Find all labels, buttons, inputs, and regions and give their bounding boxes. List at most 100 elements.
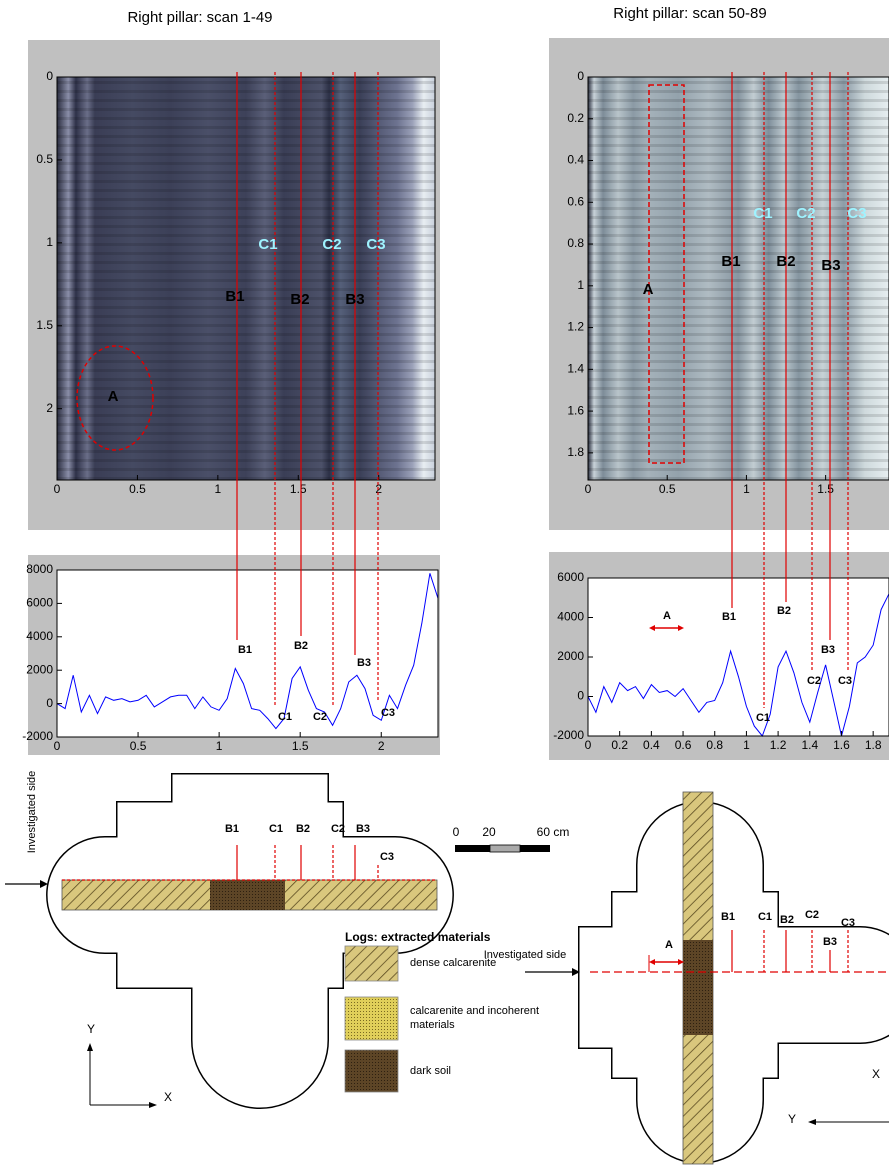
x-tick-label: 0 bbox=[54, 482, 61, 496]
scale-label: 60 cm bbox=[537, 825, 570, 839]
y-tick-label: 0.4 bbox=[567, 153, 584, 167]
y-tick-label: 1 bbox=[46, 235, 53, 249]
x-tick-label: 1.5 bbox=[292, 739, 309, 753]
y-tick-label: 2000 bbox=[26, 662, 53, 676]
label: B2 bbox=[780, 914, 794, 926]
label: C1 bbox=[753, 205, 772, 222]
label: C2 bbox=[805, 909, 819, 921]
axis-symbol: Y bbox=[788, 1112, 796, 1126]
investigated-side: Investigated side bbox=[26, 771, 38, 854]
label: B2 bbox=[296, 823, 310, 835]
x-tick-label: 0.5 bbox=[130, 739, 147, 753]
label: C1 bbox=[258, 236, 277, 253]
x-tick-label: 0.5 bbox=[129, 482, 146, 496]
x-tick-label: 0.6 bbox=[675, 738, 692, 752]
y-tick-label: 2 bbox=[46, 401, 53, 415]
label: B3 bbox=[821, 257, 840, 274]
y-tick-label: 4000 bbox=[26, 629, 53, 643]
charts: Right pillar: scan 1-49 0 0.5 1 1.5 2 0 0.5 1 1.5… bbox=[22, 5, 889, 753]
radargram-texture bbox=[588, 77, 889, 480]
legend-swatch bbox=[345, 997, 398, 1040]
y-tick-label: -2000 bbox=[553, 728, 584, 742]
y-tick-label: 8000 bbox=[26, 562, 53, 576]
label: C2 bbox=[807, 675, 821, 687]
investigated-side: Investigated side bbox=[484, 949, 567, 961]
label: B3 bbox=[823, 936, 837, 948]
label: B2 bbox=[290, 291, 309, 308]
scale-label: 0 bbox=[453, 825, 460, 839]
label: B3 bbox=[345, 291, 364, 308]
label: A bbox=[663, 610, 671, 622]
axis-symbol: X bbox=[872, 1067, 880, 1081]
label: C1 bbox=[756, 712, 770, 724]
x-tick-label: 1.4 bbox=[801, 738, 818, 752]
x-tick-label: 1.8 bbox=[865, 738, 882, 752]
axis-symbol: Y bbox=[87, 1022, 95, 1036]
x-tick-label: 0.4 bbox=[643, 738, 660, 752]
x-tick-label: 1 bbox=[215, 482, 222, 496]
y-tick-label: 0 bbox=[577, 689, 584, 703]
scale-bar: 0 20 60 cm bbox=[453, 825, 570, 852]
y-tick-label: 0 bbox=[46, 69, 53, 83]
y-tick-label: 4000 bbox=[557, 610, 584, 624]
x-tick-label: 1 bbox=[743, 482, 750, 496]
label: C2 bbox=[313, 711, 327, 723]
y-tick-label: 6000 bbox=[557, 570, 584, 584]
label: B2 bbox=[776, 253, 795, 270]
label: B1 bbox=[722, 611, 736, 623]
legend-swatch bbox=[345, 1050, 398, 1092]
y-tick-label: 1.4 bbox=[567, 362, 584, 376]
label: C3 bbox=[847, 205, 866, 222]
x-tick-label: 1.6 bbox=[833, 738, 850, 752]
legend-label: calcarenite and incoherent bbox=[410, 1005, 539, 1017]
label: C3 bbox=[841, 917, 855, 929]
legend-swatch bbox=[345, 946, 398, 981]
y-tick-label: 0.2 bbox=[567, 111, 584, 125]
y-tick-label: -2000 bbox=[22, 729, 53, 743]
label: B1 bbox=[225, 823, 239, 835]
y-tick-label: 0.6 bbox=[567, 194, 584, 208]
x-tick-label: 1.5 bbox=[817, 482, 834, 496]
y-tick-label: 2000 bbox=[557, 649, 584, 663]
chart-title: Right pillar: scan 1-49 bbox=[127, 9, 272, 26]
label: B1 bbox=[225, 288, 244, 305]
label: B2 bbox=[777, 605, 791, 617]
x-tick-label: 0.5 bbox=[659, 482, 676, 496]
x-tick-label: 1.5 bbox=[290, 482, 307, 496]
y-tick-label: 0.5 bbox=[36, 152, 53, 166]
chart-title: Right pillar: scan 50-89 bbox=[613, 5, 766, 22]
legend-title: Logs: extracted materials bbox=[345, 930, 491, 944]
y-tick-label: 0.8 bbox=[567, 236, 584, 250]
y-tick-label: 1.5 bbox=[36, 318, 53, 332]
label: B3 bbox=[821, 644, 835, 656]
x-tick-label: 0 bbox=[54, 739, 61, 753]
y-tick-label: 1.6 bbox=[567, 403, 584, 417]
x-tick-label: 0.2 bbox=[611, 738, 628, 752]
label: C2 bbox=[331, 823, 345, 835]
label: B3 bbox=[357, 657, 371, 669]
plot-area bbox=[588, 578, 889, 736]
label: B1 bbox=[721, 253, 740, 270]
y-tick-label: 1.8 bbox=[567, 445, 584, 459]
label: C3 bbox=[380, 851, 394, 863]
figure: Right pillar: scan 1-4900.511.5200.511.5… bbox=[0, 0, 889, 1176]
x-tick-label: 0.8 bbox=[706, 738, 723, 752]
label: A bbox=[665, 939, 673, 951]
label: C1 bbox=[269, 823, 283, 835]
label: C2 bbox=[322, 236, 341, 253]
legend-label: dark soil bbox=[410, 1065, 451, 1077]
x-tick-label: 1 bbox=[743, 738, 750, 752]
y-tick-label: 0 bbox=[577, 69, 584, 83]
x-tick-label: 0 bbox=[585, 738, 592, 752]
x-tick-label: 2 bbox=[378, 739, 385, 753]
x-tick-label: 2 bbox=[375, 482, 382, 496]
y-tick-label: 0 bbox=[46, 696, 53, 710]
y-tick-label: 1.2 bbox=[567, 320, 584, 334]
label: B2 bbox=[294, 640, 308, 652]
label: C3 bbox=[366, 236, 385, 253]
label: B3 bbox=[356, 823, 370, 835]
x-tick-label: 0 bbox=[585, 482, 592, 496]
label: B1 bbox=[721, 911, 735, 923]
scale-label: 20 bbox=[482, 825, 496, 839]
label: A bbox=[108, 388, 119, 405]
